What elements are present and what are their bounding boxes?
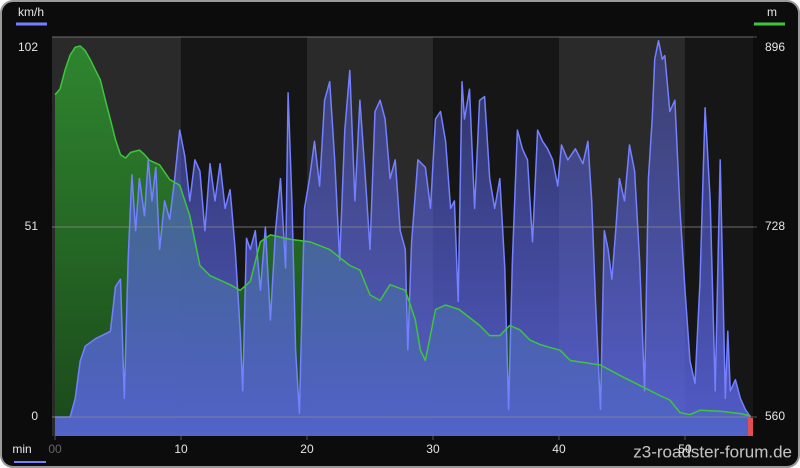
speed-area: [55, 40, 751, 436]
x-axis-label: min: [12, 442, 31, 456]
y-tick-label: 0: [31, 409, 38, 423]
x-tick-label: 10: [174, 442, 188, 456]
x-tick-label: 40: [552, 442, 566, 456]
x-tick-label: 30: [426, 442, 440, 456]
altitude-line: [54, 45, 751, 417]
y2-tick-label: 896: [765, 40, 785, 54]
x-tick-label: 50: [678, 442, 692, 456]
x-tick-label: 20: [300, 442, 314, 456]
legend-label: km/h: [18, 5, 44, 19]
speed-line: [55, 39, 752, 418]
x-tick-label: 00: [48, 442, 62, 456]
y2-tick-label: 728: [765, 219, 785, 233]
legend-label: m: [767, 5, 777, 19]
y2-tick-label: 560: [765, 409, 785, 423]
end-marker: [748, 418, 753, 436]
y-tick-label: 51: [25, 219, 39, 233]
y-tick-label: 102: [18, 40, 38, 54]
watermark: z3-roadster-forum.de: [633, 442, 792, 461]
plot: [54, 39, 752, 436]
